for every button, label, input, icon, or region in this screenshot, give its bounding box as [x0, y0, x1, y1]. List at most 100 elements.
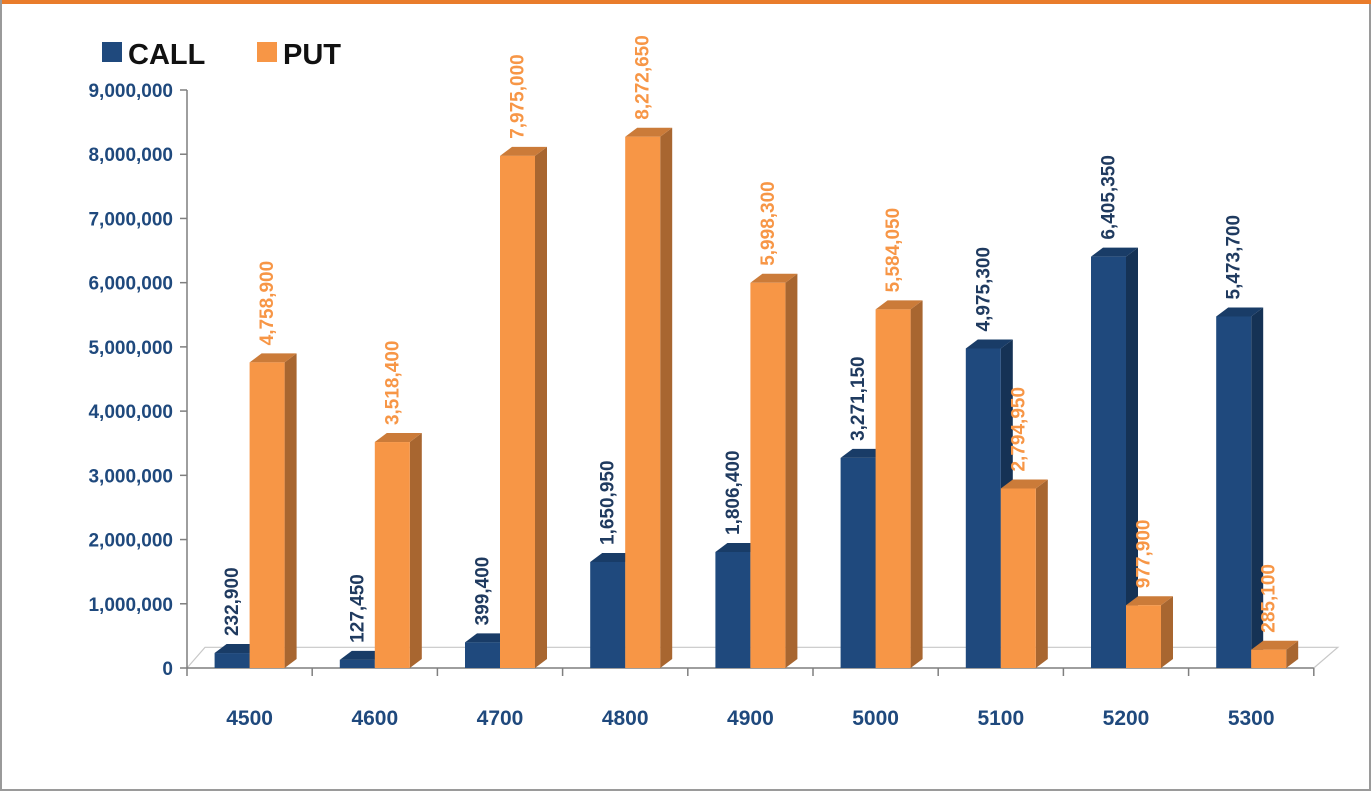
legend-swatch-call [102, 42, 122, 62]
y-tick-label: 4,000,000 [88, 402, 173, 423]
data-label-put: 5,584,050 [883, 208, 904, 293]
data-labels: 232,900 127,450 399,400 1,650,950 1,806,400 3… [222, 35, 1280, 643]
bar-put-5200 [1126, 596, 1173, 668]
bar-side [1161, 596, 1173, 668]
bar-front [1126, 605, 1161, 668]
top-accent-strip [2, 0, 1371, 4]
x-tick-label: 4800 [602, 707, 649, 730]
x-tick-label: 4900 [727, 707, 774, 730]
bar-front [214, 653, 250, 668]
bar-front [965, 348, 1001, 668]
bar-call-5200 [1091, 247, 1138, 668]
x-tick-label: 4700 [477, 707, 524, 730]
bar-front [875, 309, 911, 668]
legend-label-call: CALL [128, 39, 205, 71]
bar-top [249, 353, 297, 363]
x-tick-label: 4600 [351, 707, 398, 730]
data-label-call: 1,806,400 [723, 450, 744, 535]
data-label-call: 399,400 [473, 557, 494, 626]
y-tick-label: 1,000,000 [88, 595, 173, 616]
bar-front [1000, 488, 1036, 668]
data-label-put: 3,518,400 [382, 341, 403, 426]
bar-top [965, 339, 1013, 349]
bar-top [374, 433, 422, 443]
bar-top [1000, 479, 1048, 489]
bar-put-4900 [750, 273, 798, 668]
bar-put-4600 [374, 433, 422, 668]
data-label-put: 8,272,650 [633, 35, 654, 120]
legend-swatch-put [257, 42, 277, 62]
bar-top [1091, 247, 1138, 257]
bar-top [625, 127, 673, 137]
bar-front [715, 551, 751, 668]
bar-top [875, 300, 923, 310]
bar-side [535, 146, 547, 669]
x-tick-label: 5100 [977, 707, 1024, 730]
bar-front [750, 282, 786, 668]
y-tick-label: 0 [162, 659, 173, 680]
bar-call-5300 [1216, 307, 1264, 668]
legend-label-put: PUT [283, 39, 341, 71]
bars [214, 127, 1299, 669]
data-label-call: 6,405,350 [1099, 155, 1120, 240]
x-tick-label: 5300 [1228, 707, 1275, 730]
bar-side [1251, 307, 1264, 668]
bar-put-5100 [1000, 479, 1048, 668]
bar-side [660, 127, 673, 668]
data-label-put: 2,794,950 [1008, 387, 1029, 472]
y-tick-label: 3,000,000 [88, 466, 173, 487]
data-label-put: 285,100 [1259, 564, 1280, 633]
x-tick-label: 5200 [1103, 707, 1150, 730]
data-label-call: 5,473,700 [1224, 215, 1245, 300]
bar-side [284, 353, 297, 668]
legend: CALL PUT [102, 39, 341, 71]
bar-front [374, 442, 410, 668]
y-tick-label: 6,000,000 [88, 274, 173, 295]
bar-side [1035, 479, 1048, 668]
bar-top [1126, 596, 1173, 606]
bar-side [409, 433, 422, 668]
y-tick-label: 9,000,000 [88, 81, 173, 102]
data-label-put: 5,998,300 [758, 181, 779, 266]
x-tick-label: 5000 [852, 707, 899, 730]
bar-front [625, 136, 661, 668]
bar-put-5000 [875, 300, 923, 668]
bar-side [1126, 247, 1138, 668]
bar-front [840, 457, 876, 668]
bar-front [1216, 316, 1252, 668]
bar-side [1286, 640, 1299, 668]
bar-top [1251, 640, 1299, 650]
bar-put-4800 [625, 127, 673, 668]
data-label-call: 127,450 [347, 574, 368, 643]
data-label-call: 4,975,300 [973, 247, 994, 332]
bar-top [750, 273, 798, 283]
bar-front [249, 362, 285, 668]
data-label-call: 232,900 [222, 567, 243, 636]
bar-front [500, 155, 535, 669]
y-tick-label: 5,000,000 [88, 338, 173, 359]
data-label-put: 4,758,900 [257, 261, 278, 346]
y-tick-label: 2,000,000 [88, 531, 173, 552]
y-tick-label: 8,000,000 [88, 145, 173, 166]
bar-top [500, 146, 547, 156]
data-label-put: 977,900 [1134, 520, 1155, 589]
y-tick-label: 7,000,000 [88, 209, 173, 230]
x-tick-label: 4500 [226, 707, 273, 730]
bar-put-4700 [500, 146, 547, 669]
bar-front [339, 659, 375, 668]
bar-front [1251, 649, 1287, 668]
bar-front [1091, 256, 1126, 668]
bar-put-4500 [249, 353, 297, 668]
data-label-call: 1,650,950 [598, 460, 619, 545]
bar-top [1216, 307, 1264, 317]
axes: 0 1,000,000 2,000,000 3,000,000 4,000,000 5,0… [88, 81, 1340, 730]
data-label-call: 3,271,150 [848, 356, 869, 441]
bar-put-5300 [1251, 640, 1299, 668]
bar-front [465, 642, 500, 668]
data-label-put: 7,975,000 [508, 54, 529, 139]
bar-front [590, 561, 626, 668]
bar-side [785, 273, 798, 668]
bar-side [910, 300, 923, 668]
